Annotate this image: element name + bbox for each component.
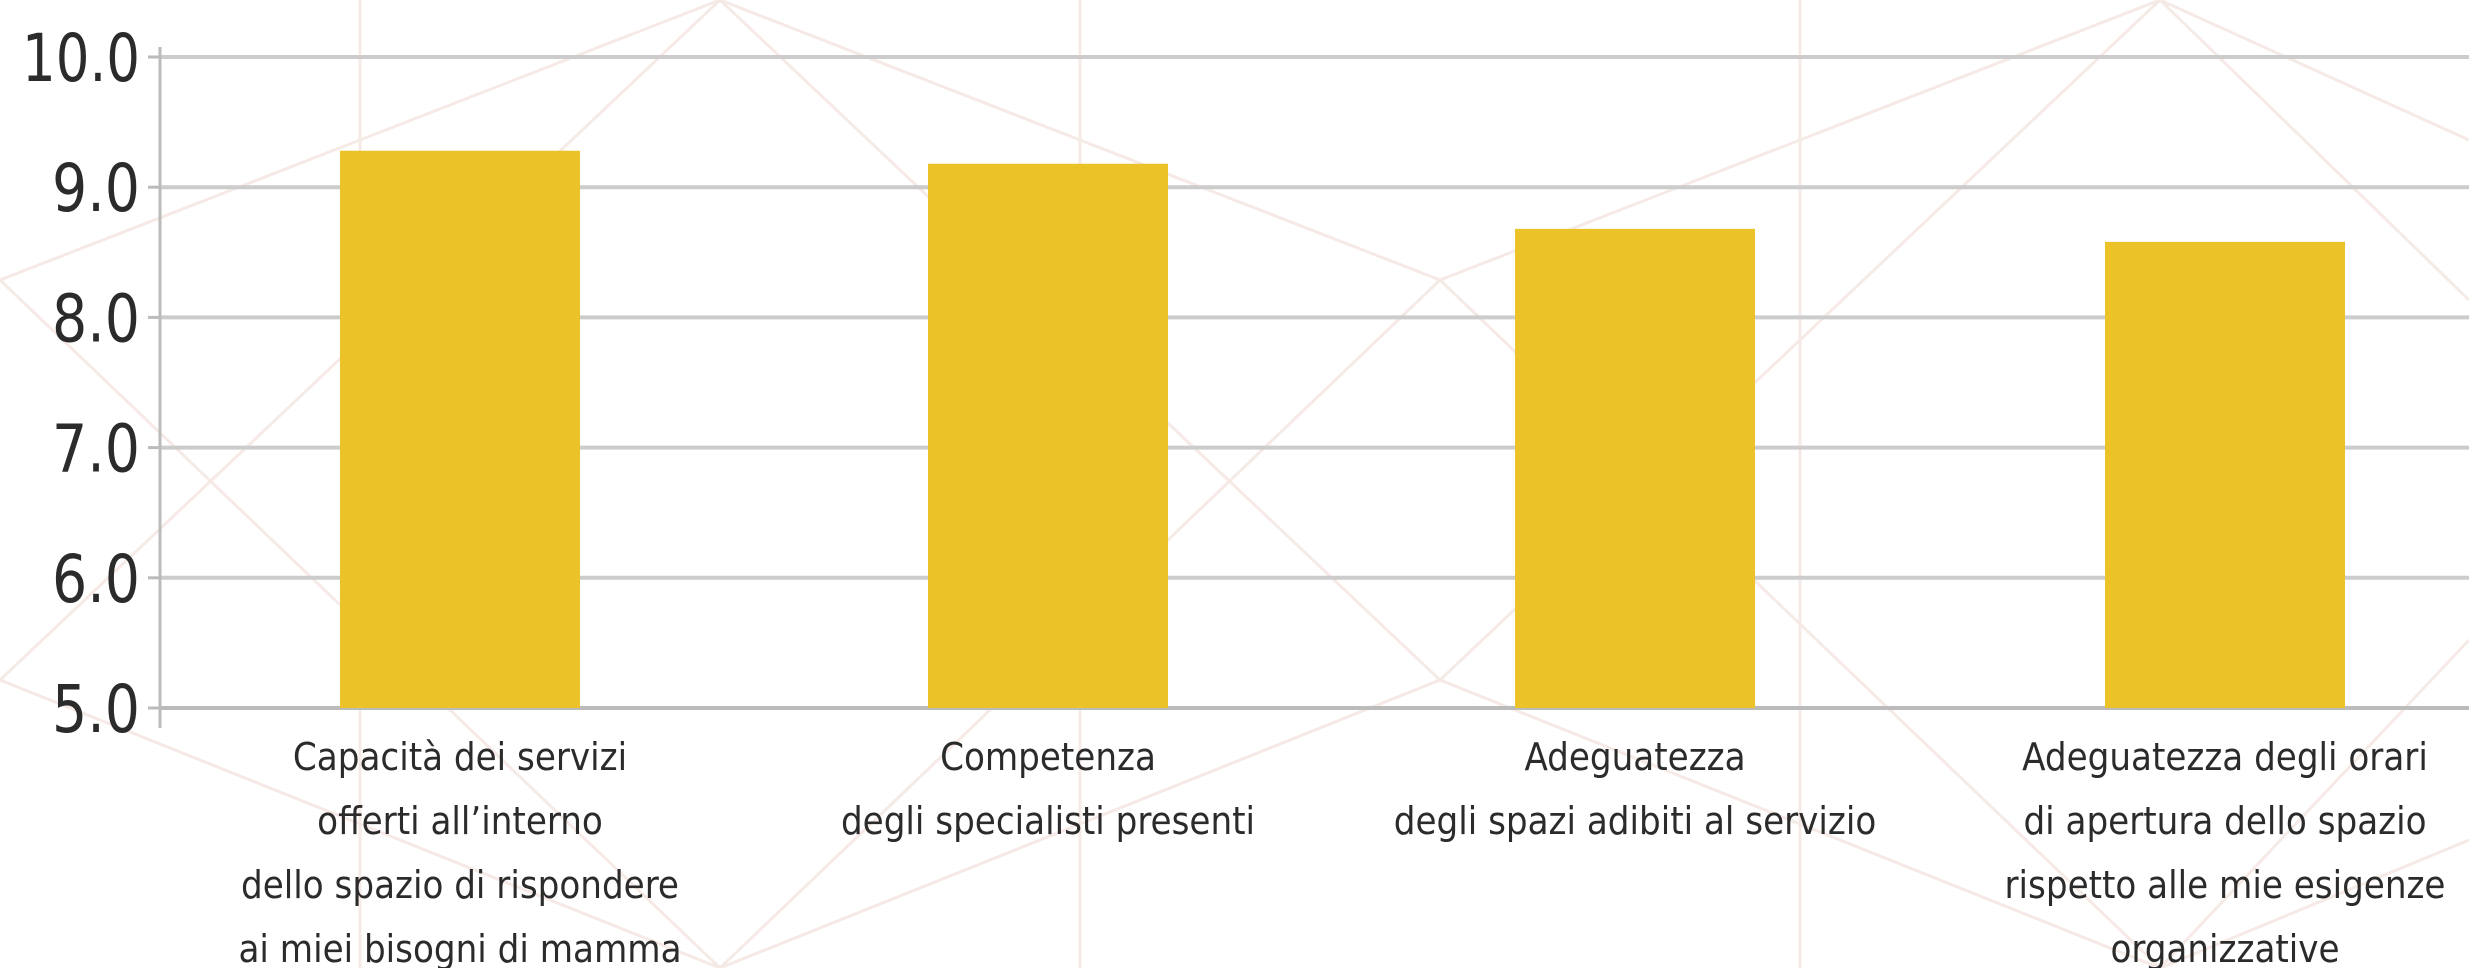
y-tick-label: 10.0: [22, 20, 140, 97]
y-tick-label: 6.0: [52, 541, 140, 618]
x-category-label-line: ai miei bisogni di mamma: [238, 927, 681, 968]
y-tick-label: 5.0: [52, 671, 140, 748]
x-category-label-line: degli specialisti presenti: [841, 799, 1255, 843]
y-tick-labels: 5.0 6.0 7.0 8.0 9.0 10.0: [22, 20, 140, 748]
x-category-label-line: di apertura dello spazio: [2023, 799, 2426, 843]
x-category-label-line: Adeguatezza degli orari: [2022, 735, 2428, 779]
x-category-label-line: Competenza: [940, 735, 1156, 779]
bar-4: [2105, 242, 2345, 708]
x-category-label: Competenza degli specialisti presenti: [841, 735, 1255, 843]
x-category-label-line: organizzative: [2110, 927, 2339, 968]
y-tick-label: 9.0: [52, 150, 140, 227]
bar-1: [340, 151, 580, 708]
x-category-label-line: dello spazio di rispondere: [241, 863, 679, 907]
x-category-label-line: degli spazi adibiti al servizio: [1394, 799, 1876, 843]
x-category-label-line: Capacità dei servizi: [293, 735, 627, 779]
bars: [340, 151, 2345, 708]
x-category-label: Capacità dei servizi offerti all’interno d…: [238, 735, 681, 968]
y-tick-label: 7.0: [52, 411, 140, 488]
bar-2: [928, 164, 1168, 708]
x-category-label-line: rispetto alle mie esigenze: [2005, 863, 2446, 907]
pattern-line-3: [2160, 0, 2469, 140]
x-category-labels: Capacità dei servizi offerti all’interno d…: [238, 735, 2445, 968]
x-category-label-line: offerti all’interno: [317, 799, 603, 843]
x-category-label-line: Adeguatezza: [1524, 735, 1745, 779]
bar-3: [1515, 229, 1755, 708]
y-tick-label: 8.0: [52, 280, 140, 357]
x-category-label: Adeguatezza degli spazi adibiti al serviz…: [1394, 735, 1876, 843]
